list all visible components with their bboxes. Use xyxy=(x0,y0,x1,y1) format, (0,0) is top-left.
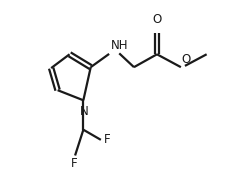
Text: F: F xyxy=(104,133,111,146)
Text: F: F xyxy=(71,157,78,170)
Text: N: N xyxy=(80,105,89,118)
Text: O: O xyxy=(152,13,162,26)
Text: NH: NH xyxy=(111,39,128,52)
Text: O: O xyxy=(182,53,191,66)
